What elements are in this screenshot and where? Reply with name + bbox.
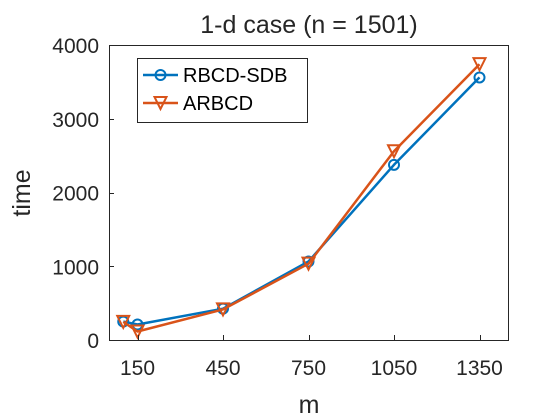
data-point (215, 302, 231, 318)
legend-box (137, 58, 308, 123)
x-tick-label: 750 (291, 357, 326, 380)
data-point (388, 158, 400, 171)
legend-marker (154, 69, 167, 81)
data-point (386, 144, 402, 160)
y-tick-label: 3000 (52, 109, 99, 132)
y-tick-label: 4000 (52, 35, 99, 58)
data-point (115, 314, 131, 331)
y-axis-label: time (8, 169, 36, 216)
series-1 (115, 57, 488, 340)
legend-label: ARBCD (183, 93, 253, 115)
x-tick-label: 1050 (371, 357, 418, 380)
x-tick-label: 150 (120, 357, 155, 380)
series-line (122, 63, 481, 333)
x-tick-label: 450 (205, 357, 240, 380)
data-point (131, 318, 144, 331)
x-axis-label: m (299, 391, 320, 419)
series-line (123, 76, 481, 326)
plot-frame (109, 45, 509, 341)
y-tick-label: 2000 (52, 183, 99, 206)
x-tick-label: 1350 (456, 357, 503, 380)
series-layer (115, 57, 488, 340)
y-tick-label: 1000 (52, 256, 99, 279)
legend-marker (152, 96, 169, 112)
data-point (300, 256, 317, 272)
legend: RBCD-SDB ARBCD (137, 58, 308, 123)
data-point (473, 71, 486, 84)
y-tick-label: 0 (87, 330, 99, 353)
data-point (471, 57, 488, 73)
legend-label: RBCD-SDB (183, 65, 287, 87)
y-axis-ticks: 0 1000 2000 3000 4000 (52, 35, 114, 353)
chart-title: 1-d case (n = 1501) (200, 11, 418, 39)
data-point (129, 324, 146, 340)
x-axis-ticks: 150 450 750 1050 1350 (120, 335, 503, 380)
